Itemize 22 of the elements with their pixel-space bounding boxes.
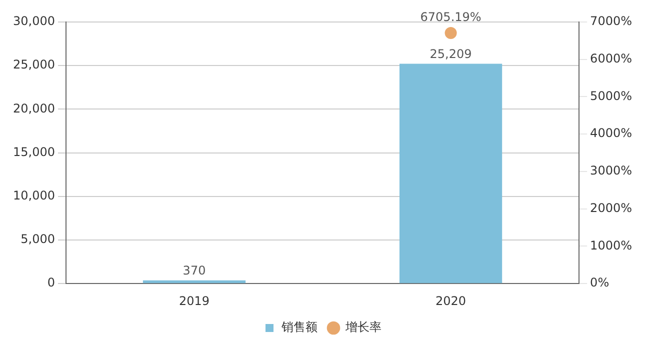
y-tick-label: 0 — [47, 276, 55, 290]
legend-label: 销售额 — [280, 320, 318, 334]
y2-tick-label: 2000% — [590, 200, 632, 215]
y-tick-label: 25,000 — [12, 58, 55, 72]
data-label: 370 — [182, 264, 206, 278]
data-label: 6705.19% — [420, 10, 482, 24]
y-tick-label: 10,000 — [12, 188, 55, 203]
data-label: 25,209 — [430, 46, 472, 61]
y2-tick-label: 7000% — [590, 14, 632, 28]
y2-tick-label: 5000% — [590, 88, 632, 103]
x-tick-label: 2019 — [178, 294, 210, 308]
x-tick-label: 2020 — [436, 294, 466, 308]
y-tick-label: 15,000 — [12, 144, 55, 159]
y2-tick-label: 6000% — [590, 51, 632, 66]
y2-tick-label: 0% — [590, 276, 610, 290]
y-tick-label: 30,000 — [12, 14, 55, 28]
y-tick-label: 20,000 — [12, 101, 55, 116]
legend-label: 增长率 — [344, 320, 382, 334]
y2-tick-label: 3000% — [590, 164, 632, 178]
y2-tick-label: 4000% — [590, 126, 632, 140]
y2-tick-label: 1000% — [590, 238, 632, 252]
y-tick-label: 5,000 — [20, 232, 55, 246]
